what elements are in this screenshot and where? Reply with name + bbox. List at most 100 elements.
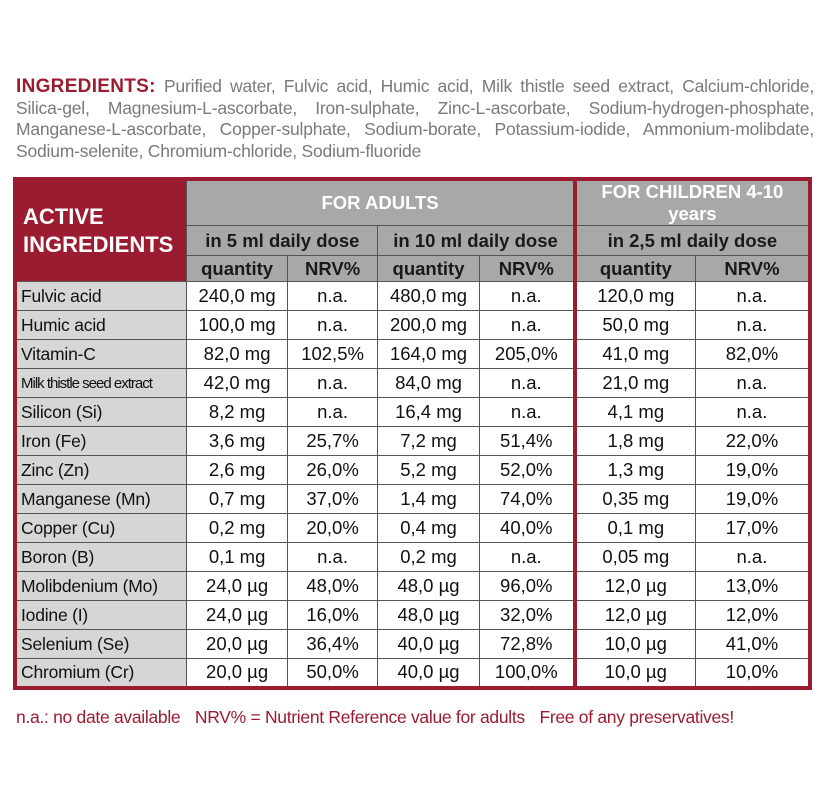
quantity-5ml: 8,2 mg — [186, 397, 288, 427]
footnote-na: n.a.: no date available — [16, 707, 181, 727]
table-row: Iron (Fe) 3,6 mg 25,7% 7,2 mg 51,4% 1,8 … — [14, 426, 811, 456]
nrv-5ml: n.a. — [286, 542, 379, 572]
col-nrv-children: NRV% — [694, 255, 811, 282]
nrv-5ml: 50,0% — [286, 658, 379, 688]
quantity-children: 12,0 µg — [572, 600, 696, 630]
footnote-preservatives: Free of any preservatives! — [539, 707, 734, 727]
ingredient-name: Selenium (Se) — [14, 629, 188, 659]
col-quantity-children: quantity — [572, 255, 696, 282]
nrv-10ml: 100,0% — [478, 658, 576, 688]
table-row: Milk thistle seed extract 42,0 mg n.a. 8… — [14, 368, 811, 398]
quantity-5ml: 24,0 µg — [186, 571, 288, 601]
nrv-5ml: 26,0% — [286, 455, 379, 485]
quantity-5ml: 0,1 mg — [186, 542, 288, 572]
quantity-10ml: 40,0 µg — [377, 658, 480, 688]
quantity-children: 41,0 mg — [572, 339, 696, 369]
nrv-10ml: 96,0% — [478, 571, 576, 601]
nrv-5ml: 37,0% — [286, 484, 379, 514]
table-row: Zinc (Zn) 2,6 mg 26,0% 5,2 mg 52,0% 1,3 … — [14, 455, 811, 485]
nrv-5ml: 16,0% — [286, 600, 379, 630]
quantity-children: 1,3 mg — [572, 455, 696, 485]
ingredients-label: INGREDIENTS: — [16, 76, 156, 97]
nrv-children: n.a. — [694, 281, 811, 311]
nrv-5ml: n.a. — [286, 310, 379, 340]
nrv-10ml: 40,0% — [478, 513, 576, 543]
quantity-children: 0,1 mg — [572, 513, 696, 543]
quantity-children: 12,0 µg — [572, 571, 696, 601]
nrv-10ml: 74,0% — [478, 484, 576, 514]
quantity-children: 21,0 mg — [572, 368, 696, 398]
dose-10ml-header: in 10 ml daily dose — [377, 225, 576, 256]
quantity-children: 10,0 µg — [572, 629, 696, 659]
table-row: Chromium (Cr) 20,0 µg 50,0% 40,0 µg 100,… — [14, 658, 811, 688]
active-ingredients-header: ACTIVE INGREDIENTS — [14, 178, 188, 282]
nrv-5ml: n.a. — [286, 368, 379, 398]
quantity-5ml: 82,0 mg — [186, 339, 288, 369]
nrv-5ml: n.a. — [286, 397, 379, 427]
ingredient-name: Boron (B) — [14, 542, 188, 572]
table-row: Manganese (Mn) 0,7 mg 37,0% 1,4 mg 74,0%… — [14, 484, 811, 514]
nrv-children: 12,0% — [694, 600, 811, 630]
table-row: Fulvic acid 240,0 mg n.a. 480,0 mg n.a. … — [14, 281, 811, 311]
col-nrv-5ml: NRV% — [286, 255, 379, 282]
nrv-10ml: 72,8% — [478, 629, 576, 659]
ingredient-name: Fulvic acid — [14, 281, 188, 311]
nrv-children: n.a. — [694, 310, 811, 340]
ingredient-name: Zinc (Zn) — [14, 455, 188, 485]
nrv-children: 13,0% — [694, 571, 811, 601]
quantity-10ml: 200,0 mg — [377, 310, 480, 340]
nrv-10ml: 52,0% — [478, 455, 576, 485]
col-quantity-10ml: quantity — [377, 255, 480, 282]
nrv-10ml: n.a. — [478, 542, 576, 572]
quantity-5ml: 100,0 mg — [186, 310, 288, 340]
nrv-5ml: 102,5% — [286, 339, 379, 369]
ingredient-name: Manganese (Mn) — [14, 484, 188, 514]
nrv-5ml: n.a. — [286, 281, 379, 311]
active-header-line2: INGREDIENTS — [23, 232, 174, 257]
table-row: Humic acid 100,0 mg n.a. 200,0 mg n.a. 5… — [14, 310, 811, 340]
quantity-5ml: 42,0 mg — [186, 368, 288, 398]
quantity-10ml: 5,2 mg — [377, 455, 480, 485]
quantity-5ml: 3,6 mg — [186, 426, 288, 456]
ingredients-paragraph: INGREDIENTS: Purified water, Fulvic acid… — [16, 76, 814, 162]
quantity-children: 4,1 mg — [572, 397, 696, 427]
table-row: Iodine (I) 24,0 µg 16,0% 48,0 µg 32,0% 1… — [14, 600, 811, 630]
ingredient-name: Silicon (Si) — [14, 397, 188, 427]
quantity-children: 120,0 mg — [572, 281, 696, 311]
nrv-10ml: n.a. — [478, 310, 576, 340]
ingredient-name: Milk thistle seed extract — [14, 368, 188, 398]
nrv-children: 17,0% — [694, 513, 811, 543]
col-quantity-5ml: quantity — [186, 255, 288, 282]
footnote: n.a.: no date available NRV% = Nutrient … — [16, 707, 816, 728]
ingredient-name: Copper (Cu) — [14, 513, 188, 543]
nrv-children: 22,0% — [694, 426, 811, 456]
nrv-5ml: 36,4% — [286, 629, 379, 659]
table-row: Silicon (Si) 8,2 mg n.a. 16,4 mg n.a. 4,… — [14, 397, 811, 427]
quantity-5ml: 240,0 mg — [186, 281, 288, 311]
quantity-10ml: 1,4 mg — [377, 484, 480, 514]
nrv-children: 19,0% — [694, 455, 811, 485]
nrv-5ml: 25,7% — [286, 426, 379, 456]
footnote-nrv: NRV% = Nutrient Reference value for adul… — [194, 707, 525, 727]
table-row: Molibdenium (Mo) 24,0 µg 48,0% 48,0 µg 9… — [14, 571, 811, 601]
quantity-5ml: 20,0 µg — [186, 658, 288, 688]
nrv-5ml: 20,0% — [286, 513, 379, 543]
nrv-children: 82,0% — [694, 339, 811, 369]
ingredients-text: Purified water, Fulvic acid, Humic acid,… — [16, 76, 814, 161]
quantity-children: 1,8 mg — [572, 426, 696, 456]
nrv-10ml: n.a. — [478, 397, 576, 427]
ingredient-name: Chromium (Cr) — [14, 658, 188, 688]
quantity-children: 10,0 µg — [572, 658, 696, 688]
quantity-10ml: 84,0 mg — [377, 368, 480, 398]
ingredient-name: Vitamin-C — [14, 339, 188, 369]
quantity-10ml: 0,2 mg — [377, 542, 480, 572]
ingredient-name: Humic acid — [14, 310, 188, 340]
nrv-10ml: 51,4% — [478, 426, 576, 456]
table-row: Selenium (Se) 20,0 µg 36,4% 40,0 µg 72,8… — [14, 629, 811, 659]
quantity-children: 50,0 mg — [572, 310, 696, 340]
table-row: Copper (Cu) 0,2 mg 20,0% 0,4 mg 40,0% 0,… — [14, 513, 811, 543]
quantity-10ml: 48,0 µg — [377, 571, 480, 601]
quantity-5ml: 2,6 mg — [186, 455, 288, 485]
dose-5ml-header: in 5 ml daily dose — [186, 225, 379, 256]
nrv-10ml: 205,0% — [478, 339, 576, 369]
